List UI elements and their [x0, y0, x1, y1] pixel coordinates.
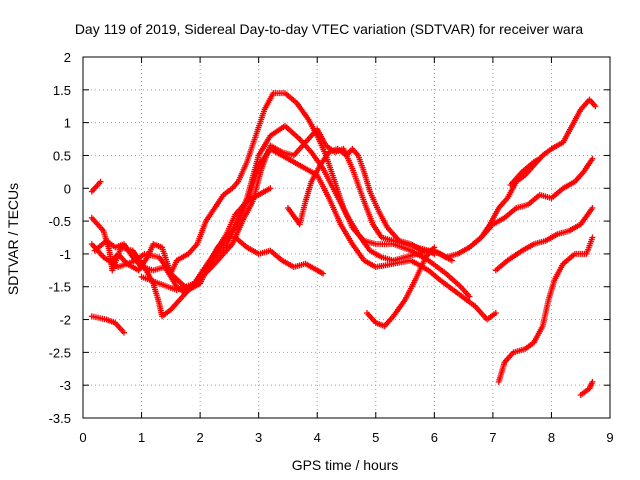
y-tick-label: 1 — [64, 116, 71, 131]
x-tick-label: 1 — [138, 430, 145, 445]
y-tick-label: -1.5 — [49, 280, 71, 295]
y-tick-label: 1.5 — [53, 83, 71, 98]
y-tick-label: -1 — [59, 247, 71, 262]
series-s5 — [88, 313, 127, 336]
y-tick-label: 2 — [64, 50, 71, 65]
x-tick-label: 9 — [606, 430, 613, 445]
y-tick-label: -2.5 — [49, 345, 71, 360]
x-tick-label: 0 — [79, 430, 86, 445]
y-tick-label: -3 — [59, 378, 71, 393]
data-point — [320, 270, 327, 277]
data-point — [120, 329, 127, 336]
data-point — [589, 234, 596, 241]
data-point — [466, 293, 473, 300]
x-tick-label: 5 — [372, 430, 379, 445]
data-point — [97, 178, 104, 185]
series-s12 — [507, 155, 543, 188]
series-s6 — [109, 90, 473, 300]
data-point — [589, 378, 596, 385]
x-tick-label: 4 — [314, 430, 321, 445]
data-point — [267, 185, 274, 192]
series-s1 — [88, 178, 104, 195]
x-tick-label: 8 — [548, 430, 555, 445]
data-marks — [88, 90, 599, 399]
x-tick-label: 3 — [255, 430, 262, 445]
x-tick-label: 2 — [196, 430, 203, 445]
y-tick-label: 0.5 — [53, 148, 71, 163]
y-tick-label: -3.5 — [49, 411, 71, 426]
chart-title: Day 119 of 2019, Sidereal Day-to-day VTE… — [75, 21, 584, 37]
y-axis-label: SDTVAR / TECUs — [5, 183, 21, 295]
plot-frame — [82, 56, 611, 419]
series-s11 — [466, 155, 596, 251]
data-point — [589, 155, 596, 162]
axis-ticks: 0 1 2 3 4 5 6 7 8 9 2 1.5 1 0.5 0 -0.5 -1 -1.5 -2 -2.5 -3 -3.… — [49, 50, 614, 445]
series-s8 — [232, 234, 327, 277]
x-tick-label: 6 — [431, 430, 438, 445]
x-axis-label: GPS time / hours — [292, 457, 399, 473]
series-s7 — [138, 185, 274, 294]
series-s13 — [492, 204, 596, 274]
data-point — [592, 103, 599, 110]
y-tick-label: -2 — [59, 313, 71, 328]
x-tick-label: 7 — [489, 430, 496, 445]
series-s4 — [91, 145, 499, 323]
grid — [83, 57, 610, 418]
series-s15 — [577, 378, 596, 399]
data-point — [589, 204, 596, 211]
data-point — [431, 244, 438, 251]
y-tick-label: 0 — [64, 181, 71, 196]
data-point — [536, 155, 543, 162]
y-tick-label: -0.5 — [49, 214, 71, 229]
series-s14 — [495, 234, 596, 385]
series-s10 — [363, 244, 438, 330]
data-point — [492, 309, 499, 316]
